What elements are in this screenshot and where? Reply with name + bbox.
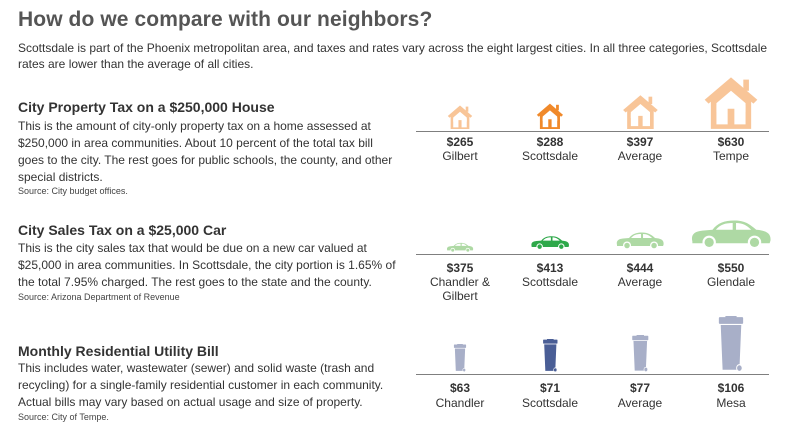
intro-text: Scottsdale is part of the Phoenix metrop… xyxy=(18,41,768,71)
property-tax-divider xyxy=(416,131,769,132)
property-tax-title: City Property Tax on a $250,000 House xyxy=(18,99,275,115)
value-label: $77 xyxy=(629,381,651,395)
category-label: Mesa xyxy=(716,396,746,410)
property-tax-description: This is the amount of city-only property… xyxy=(18,119,393,184)
sales-tax-description: This is the city sales tax that would be… xyxy=(18,241,396,289)
category-label: Average xyxy=(617,275,663,289)
trash-bin-icon xyxy=(631,334,650,377)
value-label: $63 xyxy=(449,381,471,395)
trash-bin-icon xyxy=(453,344,467,377)
value-label: $550 xyxy=(717,261,745,275)
sales-tax-source: Source: Arizona Department of Revenue xyxy=(18,292,180,302)
utility-bill-description: This includes water, wastewater (sewer) … xyxy=(18,361,384,409)
category-label: Average xyxy=(617,149,663,163)
utility-bill-title: Monthly Residential Utility Bill xyxy=(18,343,219,359)
category-label: Chandler xyxy=(435,396,485,410)
house-icon xyxy=(703,74,759,134)
trash-bin-icon xyxy=(542,338,559,377)
property-tax-source: Source: City budget offices. xyxy=(18,186,128,196)
house-icon xyxy=(536,102,564,134)
house-icon xyxy=(622,93,659,134)
car-icon xyxy=(615,231,665,255)
value-label: $630 xyxy=(717,135,745,149)
utility-bill-source: Source: City of Tempe. xyxy=(18,412,109,422)
category-label: Average xyxy=(617,396,663,410)
value-label: $265 xyxy=(446,135,474,149)
sales-tax-title: City Sales Tax on a $25,000 Car xyxy=(18,222,227,238)
category-label: Scottsdale xyxy=(521,149,579,163)
value-label: $106 xyxy=(717,381,745,395)
category-label: Scottsdale xyxy=(521,396,579,410)
value-label: $71 xyxy=(539,381,561,395)
value-label: $444 xyxy=(626,261,654,275)
value-label: $375 xyxy=(446,261,474,275)
value-label: $288 xyxy=(536,135,564,149)
category-label: Glendale xyxy=(706,275,756,289)
category-label: Scottsdale xyxy=(521,275,579,289)
car-icon xyxy=(446,239,474,257)
sales-tax-divider xyxy=(416,254,769,255)
value-label: $413 xyxy=(536,261,564,275)
trash-bin-icon xyxy=(717,316,745,377)
category-label: Chandler & Gilbert xyxy=(429,275,491,303)
car-icon xyxy=(689,218,773,255)
car-icon xyxy=(530,235,570,255)
house-icon xyxy=(447,104,473,134)
value-label: $397 xyxy=(626,135,654,149)
category-label: Gilbert xyxy=(442,149,478,163)
category-label: Tempe xyxy=(712,149,750,163)
page-title: How do we compare with our neighbors? xyxy=(18,8,433,31)
utility-bill-divider xyxy=(416,374,769,375)
